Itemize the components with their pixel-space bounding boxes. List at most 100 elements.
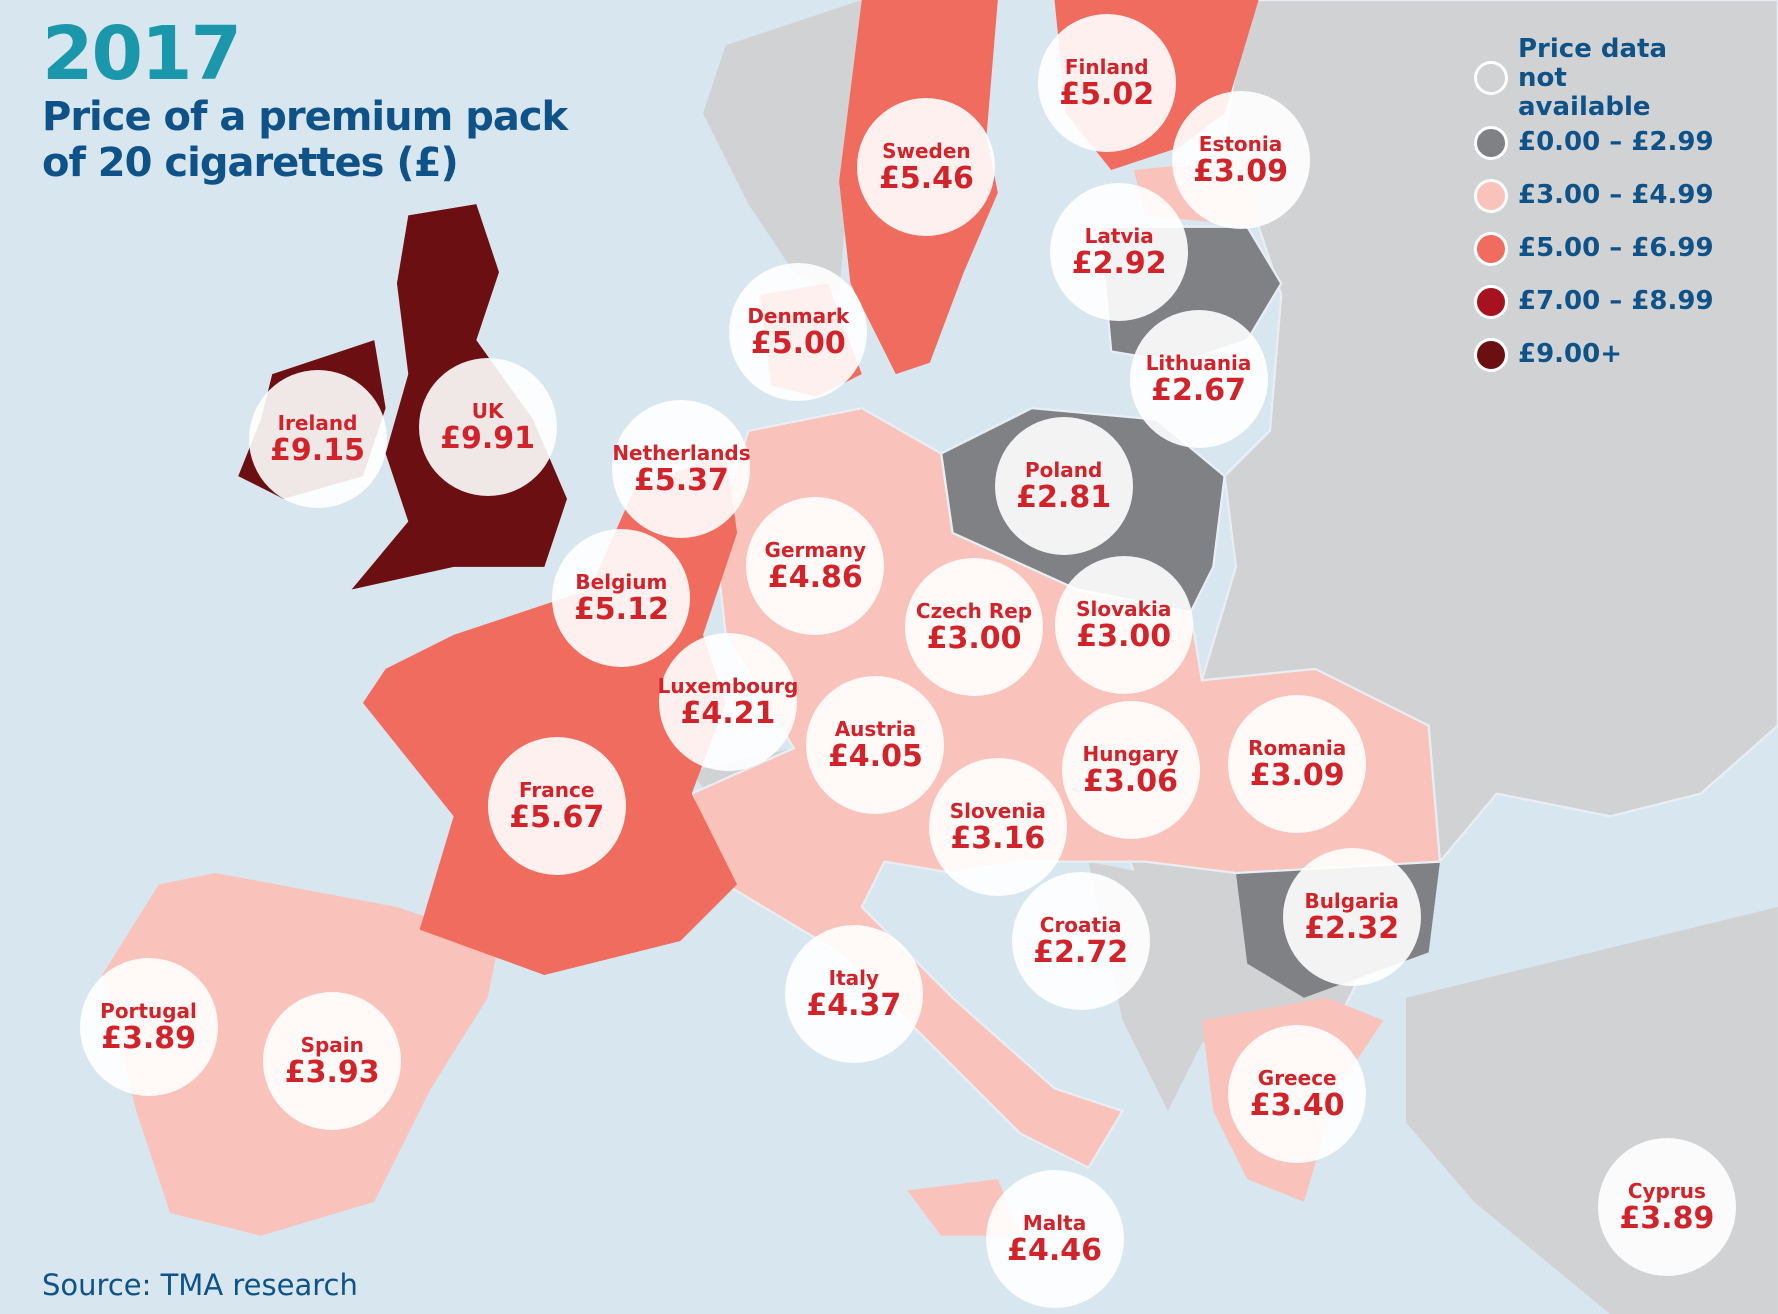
country-name: Italy [828, 966, 880, 991]
country-bubble-bulgaria: Bulgaria £2.32 [1282, 848, 1421, 987]
country-name: Luxembourg [657, 673, 799, 698]
country-name: Belgium [575, 569, 668, 594]
legend-swatch [1474, 337, 1508, 372]
country-price: £3.00 [1076, 618, 1172, 654]
country-name: Romania [1248, 736, 1347, 761]
legend-label: £0.00 – £2.99 [1518, 127, 1714, 157]
country-bubble-romania: Romania £3.09 [1228, 695, 1367, 834]
country-bubble-czech-rep: Czech Rep £3.00 [905, 558, 1044, 697]
country-name: Denmark [747, 304, 850, 329]
country-bubble-netherlands: Netherlands £5.37 [612, 400, 751, 539]
country-bubble-sweden: Sweden £5.46 [857, 97, 996, 236]
title-block: 2017 Price of a premium pack of 20 cigar… [42, 11, 568, 186]
country-bubble-austria: Austria £4.05 [806, 675, 945, 814]
country-price: £5.00 [750, 326, 846, 362]
legend-swatch [1474, 178, 1508, 213]
legend-item: Price data not available [1474, 34, 1714, 121]
country-bubble-malta: Malta £4.46 [985, 1170, 1124, 1309]
source-note: Source: TMA research [42, 1268, 358, 1302]
country-bubble-uk: UK £9.91 [418, 358, 557, 497]
country-name: Slovakia [1076, 596, 1172, 621]
country-price: £3.93 [284, 1055, 380, 1091]
legend-item: £7.00 – £8.99 [1474, 275, 1714, 328]
country-name: Portugal [100, 999, 197, 1024]
country-name: Estonia [1198, 131, 1283, 156]
title-year: 2017 [42, 11, 242, 97]
country-name: Poland [1024, 458, 1103, 483]
country-price: £3.09 [1249, 758, 1345, 794]
country-bubble-latvia: Latvia £2.92 [1050, 182, 1189, 321]
legend-swatch [1474, 284, 1508, 319]
country-price: £4.46 [1007, 1233, 1102, 1269]
country-bubble-spain: Spain £3.93 [263, 992, 402, 1131]
country-name: Hungary [1082, 741, 1179, 766]
country-name: Sweden [882, 138, 971, 163]
country-bubble-hungary: Hungary £3.06 [1061, 700, 1200, 839]
country-bubble-italy: Italy £4.37 [784, 925, 923, 1064]
country-name: Czech Rep [915, 599, 1033, 624]
country-price: £2.81 [1016, 480, 1112, 516]
country-price: £9.91 [440, 421, 536, 457]
country-name: Finland [1064, 54, 1149, 79]
legend-item: £0.00 – £2.99 [1474, 116, 1714, 169]
country-name: Ireland [277, 410, 358, 435]
country-price: £4.37 [806, 988, 902, 1024]
country-name: Greece [1257, 1066, 1337, 1091]
country-bubble-denmark: Denmark £5.00 [729, 263, 868, 402]
country-bubble-portugal: Portugal £3.89 [79, 958, 218, 1097]
country-bubble-france: France £5.67 [487, 737, 626, 876]
country-bubble-poland: Poland £2.81 [994, 417, 1133, 556]
country-price: £3.09 [1193, 153, 1288, 189]
land-no-data-norway [703, 0, 862, 295]
title-line-2: of 20 cigarettes (£) [42, 140, 459, 186]
country-bubble-greece: Greece £3.40 [1228, 1025, 1367, 1164]
legend-swatch [1474, 231, 1508, 266]
legend-label: £9.00+ [1518, 339, 1623, 369]
country-bubble-cyprus: Cyprus £3.89 [1597, 1137, 1736, 1276]
country-price: £3.00 [926, 621, 1022, 657]
country-name: Slovenia [949, 798, 1046, 823]
country-price: £5.46 [878, 160, 974, 196]
country-name: Bulgaria [1304, 889, 1399, 914]
country-price: £2.32 [1304, 911, 1400, 947]
legend-swatch [1474, 125, 1508, 160]
country-bubble-germany: Germany £4.86 [746, 496, 885, 635]
country-price: £9.15 [270, 432, 365, 468]
country-price: £3.16 [950, 820, 1046, 856]
country-bubble-croatia: Croatia £2.72 [1011, 872, 1150, 1011]
country-price: £2.67 [1151, 372, 1247, 408]
country-price: £5.37 [634, 463, 729, 499]
country-price: £4.21 [680, 695, 776, 731]
legend-label: £3.00 – £4.99 [1518, 180, 1714, 210]
legend-item: £5.00 – £6.99 [1474, 222, 1714, 275]
country-bubble-luxembourg: Luxembourg £4.21 [657, 632, 799, 771]
country-price: £3.06 [1083, 763, 1178, 799]
country-bubble-slovakia: Slovakia £3.00 [1054, 555, 1193, 694]
title-line-1: Price of a premium pack [42, 94, 568, 140]
country-price: £4.86 [767, 559, 863, 595]
country-price: £5.12 [573, 591, 669, 627]
country-bubble-estonia: Estonia £3.09 [1171, 90, 1310, 229]
country-bubble-ireland: Ireland £9.15 [248, 369, 387, 508]
country-name: Spain [300, 1033, 364, 1058]
legend-label: £7.00 – £8.99 [1518, 286, 1714, 316]
legend-swatch [1474, 61, 1508, 95]
country-name: France [519, 778, 595, 803]
legend-label: Price data not available [1518, 33, 1668, 122]
country-price: £2.92 [1071, 245, 1167, 281]
country-price: £4.05 [827, 738, 923, 774]
country-price: £2.72 [1033, 935, 1129, 971]
country-name: Latvia [1084, 223, 1154, 248]
legend-item: £3.00 – £4.99 [1474, 169, 1714, 222]
country-bubble-belgium: Belgium £5.12 [552, 528, 691, 667]
country-bubble-finland: Finland £5.02 [1037, 13, 1176, 152]
country-price: £3.89 [1619, 1200, 1715, 1236]
country-bubble-slovenia: Slovenia £3.16 [928, 757, 1067, 896]
country-name: Malta [1022, 1211, 1087, 1236]
country-name: Netherlands [612, 441, 751, 466]
country-name: UK [471, 399, 504, 424]
country-price: £3.40 [1249, 1088, 1345, 1124]
country-bubble-lithuania: Lithuania £2.67 [1129, 309, 1268, 448]
legend-item: £9.00+ [1474, 328, 1714, 381]
country-price: £5.67 [509, 800, 605, 836]
